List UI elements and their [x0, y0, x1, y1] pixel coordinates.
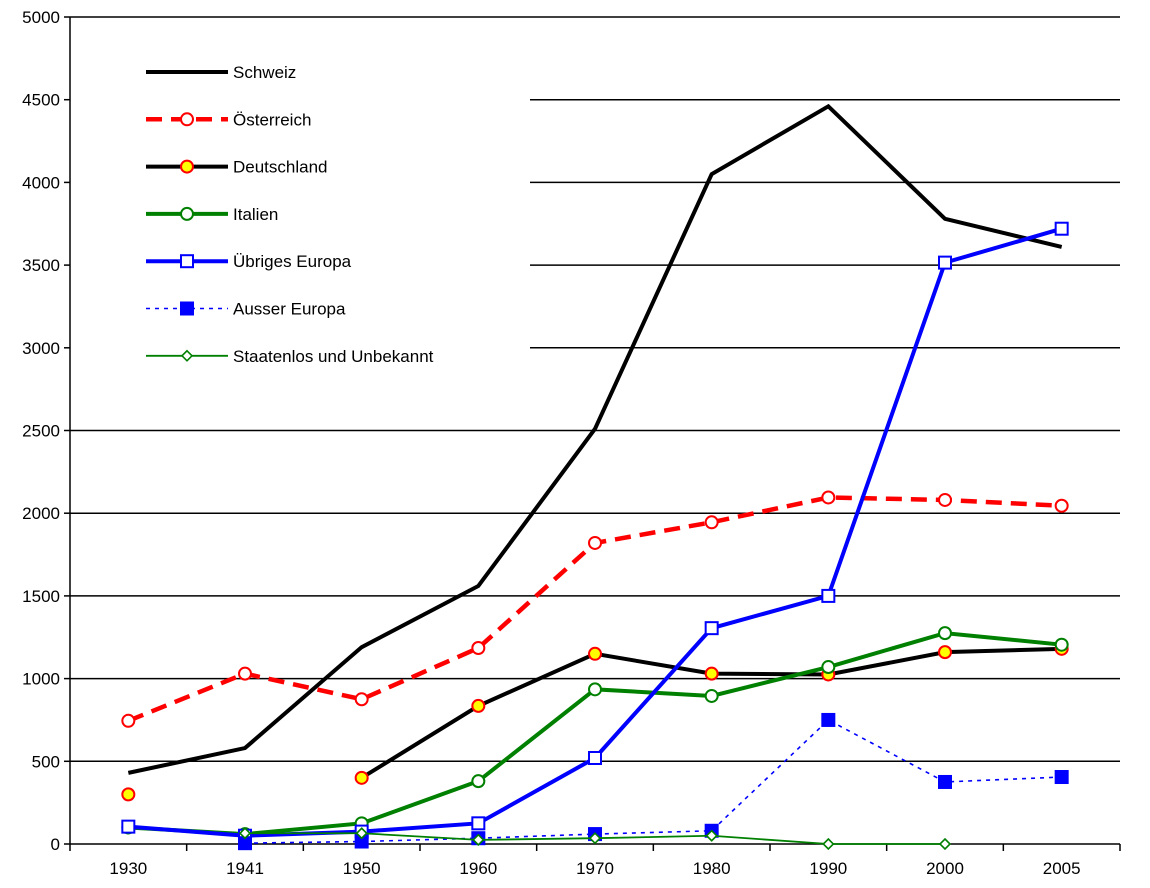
legend-swatch-marker [180, 159, 194, 174]
data-point [121, 787, 136, 802]
data-point [1054, 221, 1069, 236]
legend-swatch-marker [180, 254, 194, 269]
data-point [705, 829, 718, 842]
y-tick-label: 2500 [22, 422, 60, 441]
x-tick-label: 1950 [343, 859, 381, 878]
legend-label: Übriges Europa [233, 252, 352, 271]
x-tick-label: 1980 [693, 859, 731, 878]
legend-label: Österreich [233, 110, 311, 129]
data-point [355, 827, 368, 840]
series-line [128, 226, 1063, 838]
legend-swatch-marker [180, 301, 194, 316]
series-lines [121, 103, 1069, 851]
data-point [471, 774, 486, 789]
data-point [471, 698, 486, 713]
data-point [704, 666, 719, 681]
x-tick-label: 2000 [926, 859, 964, 878]
series-6 [238, 827, 952, 851]
data-point [588, 750, 602, 765]
data-point [238, 827, 252, 840]
legend-entry-4: Übriges Europa [146, 252, 352, 271]
y-tick-label: 5000 [22, 8, 60, 27]
y-tick-label: 3500 [22, 256, 60, 275]
data-point [1054, 498, 1069, 513]
data-point [588, 682, 602, 697]
data-point [821, 588, 836, 603]
data-point [588, 832, 602, 845]
axes: 0 500 1000 1500 2000 2500 3000 3500 4000 4500 5000… [22, 8, 1121, 878]
legend-swatch-marker [180, 112, 194, 127]
legend-entry-6: Staatenlos und Unbekannt [146, 347, 434, 366]
data-point [938, 774, 952, 789]
data-point [588, 646, 602, 661]
data-point [1054, 770, 1069, 785]
legend-entry-0: Schweiz [146, 63, 296, 82]
series-2 [121, 641, 1069, 802]
x-tick-label: 1990 [809, 859, 847, 878]
data-point [938, 645, 952, 660]
legend-entry-3: Italien [146, 205, 278, 224]
data-point [121, 819, 136, 834]
y-tick-label: 1500 [22, 587, 60, 606]
data-point [472, 833, 485, 846]
y-tick-label: 0 [51, 835, 60, 854]
y-tick-label: 2000 [22, 504, 60, 523]
x-tick-label: 1960 [459, 859, 497, 878]
series-line [128, 631, 1062, 837]
legend-label: Staatenlos und Unbekannt [233, 347, 434, 366]
legend: Schweiz Österreich Deutschland Italien Übrig… [146, 63, 434, 366]
data-point [588, 535, 602, 550]
data-point [822, 837, 835, 851]
data-point [354, 770, 369, 785]
y-tick-label: 4000 [22, 173, 60, 192]
legend-entry-1: Österreich [146, 110, 311, 129]
data-point [821, 660, 836, 675]
legend-swatch-marker [180, 206, 194, 221]
legend-swatch-marker [180, 349, 194, 362]
y-tick-label: 3000 [22, 339, 60, 358]
data-point [704, 621, 719, 636]
series-5 [238, 712, 1069, 851]
data-point [938, 837, 952, 851]
legend-label: Deutschland [233, 158, 328, 177]
data-point [821, 490, 836, 505]
x-tick-label: 1970 [576, 859, 614, 878]
series-line [244, 718, 1062, 844]
legend-label: Schweiz [233, 63, 296, 82]
data-point [1054, 637, 1069, 652]
data-point [821, 712, 836, 727]
data-point [938, 255, 952, 270]
legend-entry-2: Deutschland [146, 158, 328, 177]
data-point [238, 666, 252, 681]
y-tick-label: 1000 [22, 670, 60, 689]
data-point [938, 492, 952, 507]
x-tick-label: 1941 [226, 859, 264, 878]
legend-label: Ausser Europa [233, 300, 346, 319]
data-point [471, 641, 486, 656]
data-point [121, 713, 136, 728]
x-tick-label: 2005 [1043, 859, 1081, 878]
series-4 [121, 221, 1069, 843]
legend-label: Italien [233, 205, 278, 224]
data-point [938, 626, 952, 641]
legend-entry-5: Ausser Europa [146, 300, 346, 319]
data-point [471, 816, 486, 831]
y-tick-label: 4500 [22, 91, 60, 110]
series-line [127, 103, 1063, 775]
data-point [354, 692, 369, 707]
x-tick-label: 1930 [109, 859, 147, 878]
series-1 [121, 490, 1069, 728]
data-point [704, 688, 719, 703]
series-0 [127, 103, 1063, 775]
data-point [704, 515, 719, 530]
y-tick-label: 500 [32, 752, 60, 771]
